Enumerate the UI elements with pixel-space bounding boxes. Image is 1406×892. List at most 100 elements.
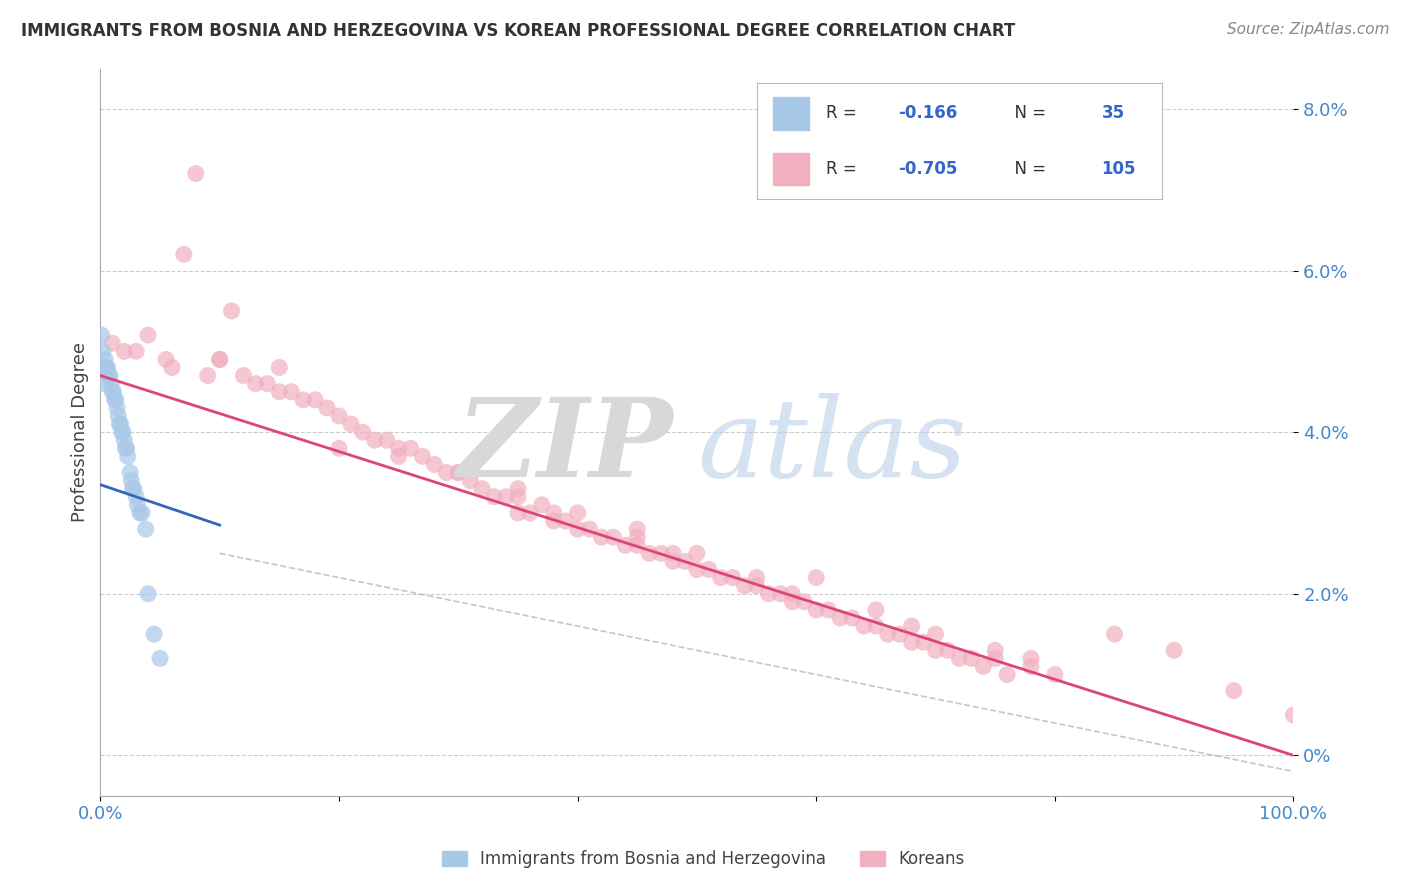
Point <box>543 514 565 528</box>
Point <box>673 554 696 568</box>
Point <box>221 304 243 318</box>
Point <box>686 562 709 576</box>
Legend: Immigrants from Bosnia and Herzegovina, Koreans: Immigrants from Bosnia and Herzegovina, … <box>436 844 970 875</box>
Point <box>782 587 804 601</box>
Point <box>423 458 446 472</box>
Point <box>104 392 127 407</box>
Point <box>256 376 278 391</box>
Point <box>136 328 159 343</box>
Point <box>104 392 127 407</box>
Point <box>638 546 661 560</box>
Point <box>107 409 129 423</box>
Text: ZIP: ZIP <box>457 393 673 500</box>
Point <box>758 587 780 601</box>
Point <box>793 595 815 609</box>
Point <box>114 442 136 456</box>
Point <box>122 482 145 496</box>
Point <box>697 562 720 576</box>
Point <box>745 579 768 593</box>
Point <box>554 514 576 528</box>
Point <box>352 425 374 439</box>
Point <box>662 546 685 560</box>
Point <box>578 522 600 536</box>
Point <box>121 482 143 496</box>
Point <box>721 571 744 585</box>
Point <box>173 247 195 261</box>
Point <box>543 506 565 520</box>
Point <box>91 344 114 359</box>
Point <box>328 442 350 456</box>
Point <box>128 506 150 520</box>
Point <box>602 530 624 544</box>
Point <box>495 490 517 504</box>
Point <box>506 506 529 520</box>
Point <box>120 466 142 480</box>
Point <box>710 571 733 585</box>
Point <box>984 643 1007 657</box>
Point <box>936 643 959 657</box>
Point <box>865 619 887 633</box>
Point <box>591 530 613 544</box>
Point <box>1019 651 1042 665</box>
Point <box>626 538 648 552</box>
Point <box>530 498 553 512</box>
Point <box>131 506 153 520</box>
Point <box>471 482 494 496</box>
Point <box>1163 643 1185 657</box>
Point <box>458 474 481 488</box>
Point <box>447 466 470 480</box>
Point <box>197 368 219 383</box>
Point <box>149 651 172 665</box>
Point <box>900 635 922 649</box>
Point <box>1043 667 1066 681</box>
Text: IMMIGRANTS FROM BOSNIA AND HERZEGOVINA VS KOREAN PROFESSIONAL DEGREE CORRELATION: IMMIGRANTS FROM BOSNIA AND HERZEGOVINA V… <box>21 22 1015 40</box>
Point <box>143 627 166 641</box>
Point <box>245 376 267 391</box>
Point <box>364 434 387 448</box>
Point <box>388 450 411 464</box>
Point <box>567 506 589 520</box>
Point <box>830 611 852 625</box>
Point <box>375 434 398 448</box>
Point <box>269 360 291 375</box>
Point <box>924 643 946 657</box>
Point <box>208 352 231 367</box>
Point <box>388 442 411 456</box>
Point <box>506 490 529 504</box>
Point <box>96 360 118 375</box>
Point <box>506 482 529 496</box>
Point <box>447 466 470 480</box>
Point <box>626 530 648 544</box>
Point <box>115 442 138 456</box>
Point <box>1282 708 1305 723</box>
Point <box>889 627 911 641</box>
Point <box>96 360 118 375</box>
Point <box>328 409 350 423</box>
Y-axis label: Professional Degree: Professional Degree <box>72 343 89 522</box>
Point <box>101 384 124 399</box>
Point <box>120 474 142 488</box>
Point <box>110 417 132 431</box>
Point <box>686 546 709 560</box>
Point <box>304 392 326 407</box>
Point <box>112 344 135 359</box>
Point <box>626 522 648 536</box>
Point <box>734 579 756 593</box>
Point <box>136 587 159 601</box>
Point <box>745 571 768 585</box>
Point <box>960 651 983 665</box>
Point <box>111 425 134 439</box>
Point <box>806 571 828 585</box>
Point <box>316 401 339 415</box>
Text: atlas: atlas <box>697 393 966 500</box>
Point <box>94 352 117 367</box>
Point <box>519 506 541 520</box>
Point <box>117 450 139 464</box>
Point <box>155 352 177 367</box>
Point <box>650 546 672 560</box>
Point <box>101 336 124 351</box>
Point <box>841 611 863 625</box>
Point <box>972 659 994 673</box>
Point <box>127 498 149 512</box>
Point <box>900 619 922 633</box>
